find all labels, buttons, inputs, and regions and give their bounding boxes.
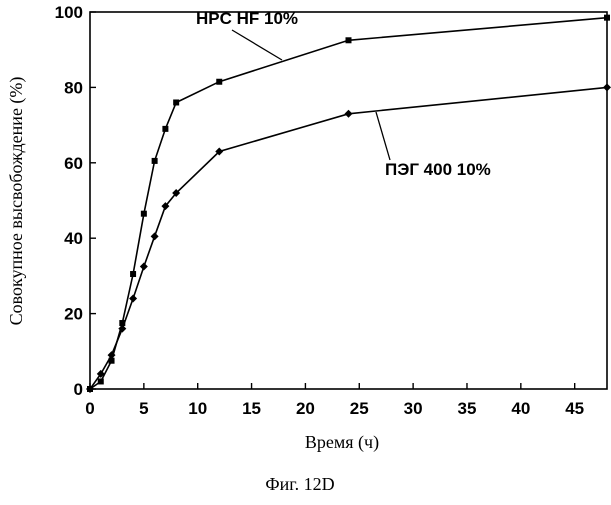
series-annotation-peg-400: ПЭГ 400 10% [385, 160, 491, 179]
y-tick-label: 60 [64, 154, 83, 173]
x-axis-title: Время (ч) [305, 432, 379, 453]
x-tick-label: 0 [85, 399, 94, 418]
y-tick-label: 0 [74, 380, 83, 399]
series-markers [86, 15, 611, 393]
x-tick-label: 20 [296, 399, 315, 418]
leader-line-peg-400 [376, 112, 390, 160]
y-tick-label: 40 [64, 229, 83, 248]
y-tick-label: 100 [55, 3, 83, 22]
data-point-peg-400 [140, 262, 148, 270]
x-tick-label: 10 [188, 399, 207, 418]
chart-labels: Время (ч) Совокупное высвобождение (%) H… [6, 3, 584, 494]
leader-line-hpc-hf [232, 30, 282, 60]
x-tick-label: 35 [458, 399, 477, 418]
data-point-peg-400 [129, 295, 137, 303]
data-point-peg-400 [345, 110, 353, 118]
data-point-hpc-hf [216, 79, 222, 85]
data-point-hpc-hf [98, 378, 104, 384]
y-tick-label: 80 [64, 78, 83, 97]
figure-caption: Фиг. 12D [265, 474, 334, 494]
y-tick-label: 20 [64, 305, 83, 324]
data-point-hpc-hf [173, 99, 179, 105]
x-tick-label: 25 [350, 399, 369, 418]
series-annotation-hpc-hf: HPC HF 10% [196, 9, 298, 28]
data-point-peg-400 [151, 232, 159, 240]
data-point-hpc-hf [162, 126, 168, 132]
x-tick-label: 30 [404, 399, 423, 418]
data-point-hpc-hf [604, 15, 610, 21]
x-tick-label: 5 [139, 399, 148, 418]
data-point-hpc-hf [152, 158, 158, 164]
data-point-hpc-hf [130, 271, 136, 277]
data-point-hpc-hf [141, 211, 147, 217]
x-tick-label: 40 [511, 399, 530, 418]
series-line-peg-400 [90, 87, 607, 389]
plot-frame [90, 12, 607, 389]
y-axis-title: Совокупное высвобождение (%) [6, 77, 27, 326]
data-point-hpc-hf [346, 37, 352, 43]
x-tick-label: 15 [242, 399, 261, 418]
axes [90, 12, 607, 389]
x-tick-label: 45 [565, 399, 584, 418]
data-point-peg-400 [603, 83, 611, 91]
series-lines [90, 18, 607, 389]
